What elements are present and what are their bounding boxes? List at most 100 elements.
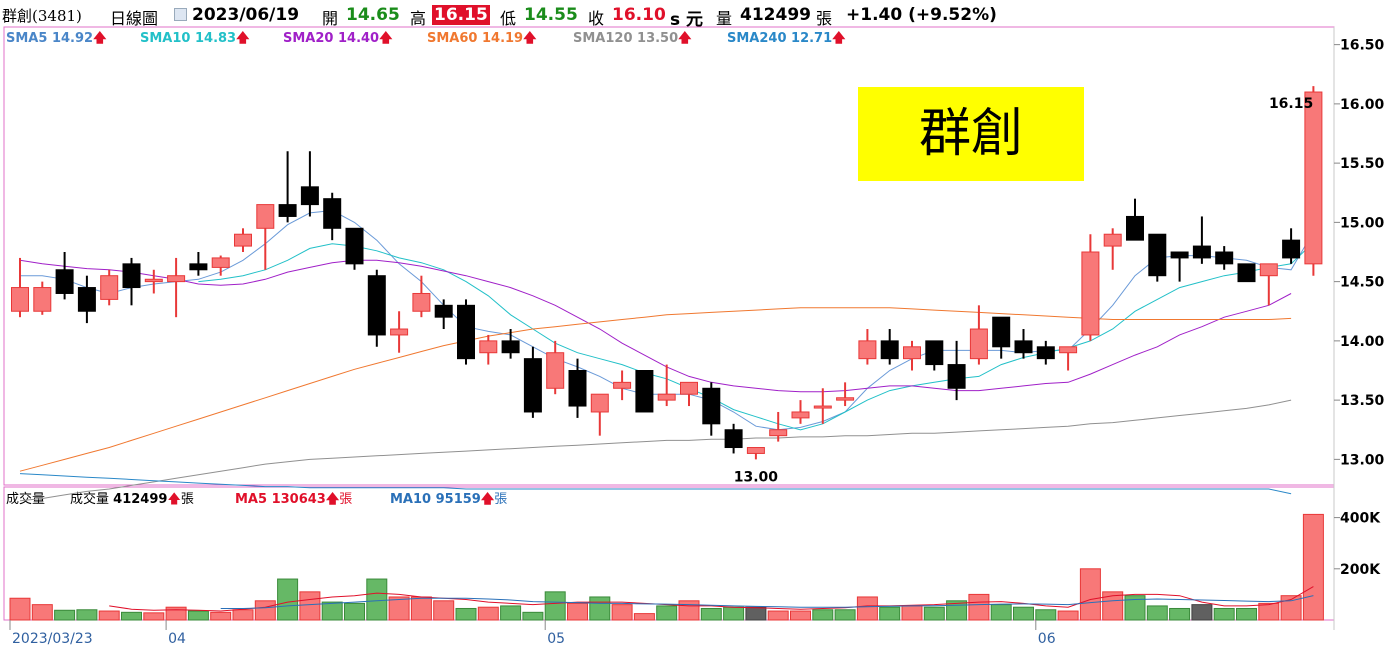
volume-bar [98, 610, 120, 621]
low-value: 14.55 [524, 5, 578, 25]
candle-body [1103, 233, 1122, 247]
candle [702, 382, 721, 436]
candle [100, 269, 119, 306]
candle-body [189, 263, 208, 271]
price-tick-label: 13.00 [1340, 452, 1385, 468]
volume-label: 量 [716, 9, 733, 28]
volume-bar [700, 607, 722, 621]
volume-bar [923, 606, 945, 621]
candle [367, 269, 386, 347]
candle-body [680, 381, 698, 395]
chevron-down-icon[interactable] [174, 8, 187, 21]
candle [1304, 86, 1323, 276]
volume-bar [1191, 604, 1213, 621]
candle-body [925, 340, 944, 366]
x-tick-label: 06 [1038, 631, 1056, 647]
up-arrow-icon: 🡅 [236, 31, 250, 46]
up-arrow-icon: 🡅 [93, 31, 107, 46]
candle-body [390, 328, 409, 336]
candle-body [211, 257, 230, 268]
volume-bar [745, 606, 767, 621]
candle-body [746, 447, 765, 454]
volume-bar [344, 602, 365, 621]
change-value: +1.40 (+9.52%) [846, 5, 997, 25]
volume-bar [1146, 605, 1168, 621]
sma-legend-label: SMA120 [573, 31, 638, 46]
candle [1237, 263, 1256, 283]
price-panel-frame [3, 26, 1335, 486]
candle [546, 340, 565, 395]
sma-legend-value: 14.92 [51, 31, 94, 46]
candle-body [122, 263, 141, 289]
up-arrow-icon: 🡅 [480, 492, 495, 507]
close-label: 收 [588, 9, 605, 28]
volume-legend-ma5-value: 130643 [271, 492, 326, 507]
volume-bar [1213, 607, 1235, 621]
candle [724, 423, 743, 454]
candle [568, 358, 587, 418]
price-tick-label: 13.50 [1340, 393, 1385, 409]
volume-bar [410, 596, 432, 621]
candle-body [702, 387, 721, 425]
candle [234, 228, 252, 252]
candle-body [635, 370, 654, 413]
candle [903, 340, 921, 371]
price-tick-label: 14.00 [1340, 334, 1385, 350]
volume-ma-line-ma5 [109, 586, 1314, 612]
candle [323, 192, 342, 241]
candle [1103, 228, 1122, 270]
volume-bar [165, 606, 187, 621]
unit-label: s 元 [670, 10, 704, 30]
volume-bar [812, 609, 834, 621]
candle-body [55, 269, 74, 294]
candle-body [1059, 346, 1078, 354]
candle-body [1148, 233, 1167, 277]
candle [256, 204, 275, 270]
chart-kind-label: 日線圖 [110, 9, 159, 28]
volume-bar [968, 593, 990, 621]
volume-bar [723, 606, 745, 621]
sma-line-sma20 [19, 259, 1292, 393]
candle-body [367, 275, 386, 336]
candle [613, 370, 632, 401]
close-value: 16.10 [612, 5, 666, 25]
volume-bar [1302, 513, 1324, 621]
sma-legend-sma120: SMA120 13.50🡅 [573, 29, 692, 51]
candle-body [947, 364, 966, 389]
candle-body [11, 287, 29, 312]
candle [1215, 246, 1234, 270]
volume-bar [54, 609, 76, 621]
sma-legend-label: SMA240 [727, 31, 792, 46]
candle-body [590, 393, 609, 413]
sma-legend-label: SMA10 [140, 31, 195, 46]
sma-line-sma10 [198, 242, 1314, 431]
candle [77, 275, 96, 324]
volume-bar [1280, 595, 1302, 621]
volume-bar [1102, 591, 1124, 621]
candle-body [1170, 251, 1189, 259]
candle [1126, 198, 1144, 241]
candle [969, 305, 988, 365]
candle [1170, 251, 1189, 282]
open-value: 14.65 [346, 5, 400, 25]
up-arrow-icon: 🡅 [379, 31, 393, 46]
candle-body [1081, 251, 1100, 336]
volume-legend-ma5: MA5 130643🡅張 [235, 488, 352, 512]
volume-bar [1169, 607, 1191, 621]
candle [345, 227, 364, 270]
volume-bar [879, 606, 901, 621]
candle [523, 346, 542, 418]
candle-body [1237, 263, 1256, 283]
volume-bar [254, 600, 276, 621]
volume-bar [76, 609, 98, 621]
candle [1259, 263, 1278, 306]
candle [300, 151, 319, 217]
candle-body [345, 227, 364, 265]
candle [1014, 329, 1033, 359]
candle [390, 311, 409, 353]
candle [1036, 340, 1055, 365]
sma-legend-value: 13.50 [637, 31, 679, 46]
sma-legend-label: SMA20 [283, 31, 338, 46]
volume-bar [856, 596, 878, 621]
candle-body [724, 429, 743, 449]
